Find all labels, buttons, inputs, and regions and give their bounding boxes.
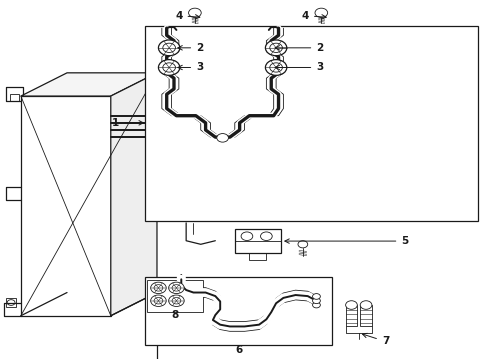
Polygon shape (21, 73, 157, 96)
Circle shape (158, 40, 180, 56)
Text: 5: 5 (284, 236, 408, 246)
Circle shape (312, 294, 320, 299)
Bar (152, 164, 171, 173)
Circle shape (168, 282, 184, 294)
Text: 3: 3 (275, 63, 323, 72)
Text: 3: 3 (178, 63, 203, 72)
Text: 4: 4 (301, 11, 325, 21)
Circle shape (345, 301, 357, 309)
Text: 7: 7 (362, 333, 388, 346)
Polygon shape (111, 73, 157, 316)
Circle shape (265, 60, 286, 75)
Text: 8: 8 (171, 310, 178, 320)
Text: 4: 4 (175, 11, 200, 21)
Bar (360, 305, 371, 327)
Circle shape (312, 298, 320, 303)
Circle shape (312, 302, 320, 308)
Text: 6: 6 (235, 345, 242, 355)
Text: 2: 2 (275, 43, 323, 53)
Circle shape (158, 60, 180, 75)
Polygon shape (21, 96, 111, 316)
Circle shape (241, 232, 252, 240)
Bar (6, 298, 16, 307)
Text: 1: 1 (112, 118, 143, 128)
Bar (234, 229, 281, 253)
Circle shape (158, 113, 165, 118)
Bar (144, 277, 331, 345)
Circle shape (150, 295, 166, 306)
Circle shape (158, 120, 165, 126)
Circle shape (314, 8, 327, 18)
Bar (10, 94, 19, 101)
Bar (249, 253, 266, 260)
Circle shape (265, 40, 286, 56)
Bar (345, 305, 357, 327)
Circle shape (216, 134, 228, 142)
Circle shape (360, 301, 371, 309)
Text: 2: 2 (178, 43, 203, 53)
Circle shape (150, 282, 166, 294)
Circle shape (158, 127, 165, 133)
Bar (147, 280, 203, 312)
Circle shape (260, 232, 272, 240)
Circle shape (188, 8, 201, 18)
Circle shape (168, 295, 184, 306)
Bar (144, 26, 477, 221)
Circle shape (158, 134, 165, 140)
